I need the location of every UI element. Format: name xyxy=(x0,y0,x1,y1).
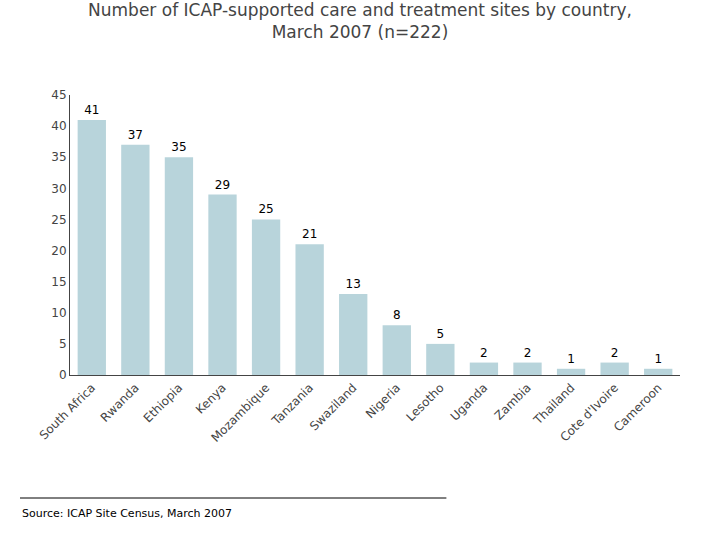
svg-text:1: 1 xyxy=(654,352,662,366)
svg-text:25: 25 xyxy=(258,202,273,216)
svg-text:40: 40 xyxy=(51,119,66,133)
svg-text:30: 30 xyxy=(51,182,66,196)
svg-text:37: 37 xyxy=(128,128,143,142)
svg-text:21: 21 xyxy=(302,227,317,241)
svg-text:Kenya: Kenya xyxy=(193,381,229,417)
svg-text:Thailand: Thailand xyxy=(530,381,577,428)
svg-text:South Africa: South Africa xyxy=(37,381,98,442)
svg-text:Swaziland: Swaziland xyxy=(307,381,360,434)
svg-text:Rwanda: Rwanda xyxy=(98,381,142,425)
svg-text:Nigeria: Nigeria xyxy=(363,381,403,421)
svg-text:2: 2 xyxy=(611,346,619,360)
svg-text:10: 10 xyxy=(51,306,66,320)
svg-text:2: 2 xyxy=(480,346,488,360)
svg-text:25: 25 xyxy=(51,213,66,227)
svg-text:Cote d'Ivoire: Cote d'Ivoire xyxy=(557,381,621,445)
svg-text:2: 2 xyxy=(524,346,532,360)
svg-text:45: 45 xyxy=(51,88,66,102)
svg-text:35: 35 xyxy=(51,150,66,164)
svg-text:Tanzania: Tanzania xyxy=(268,381,316,429)
svg-text:8: 8 xyxy=(393,308,401,322)
svg-text:35: 35 xyxy=(171,140,186,154)
svg-text:20: 20 xyxy=(51,244,66,258)
svg-text:Cameroon: Cameroon xyxy=(611,381,665,435)
svg-text:Zambia: Zambia xyxy=(492,381,534,423)
svg-text:15: 15 xyxy=(51,275,66,289)
svg-text:Source: ICAP Site Census, Marc: Source: ICAP Site Census, March 2007 xyxy=(22,507,232,520)
svg-text:13: 13 xyxy=(346,277,361,291)
svg-text:Mozambique: Mozambique xyxy=(208,381,272,445)
svg-text:1: 1 xyxy=(567,352,575,366)
svg-text:5: 5 xyxy=(59,337,67,351)
svg-text:Ethiopia: Ethiopia xyxy=(141,381,185,425)
svg-text:0: 0 xyxy=(59,368,67,382)
svg-text:Lesotho: Lesotho xyxy=(404,381,447,424)
svg-text:5: 5 xyxy=(437,327,445,341)
svg-text:29: 29 xyxy=(215,178,230,192)
svg-text:Number of ICAP-supported care: Number of ICAP-supported care and treatm… xyxy=(88,0,632,42)
svg-text:Uganda: Uganda xyxy=(448,381,491,424)
svg-text:41: 41 xyxy=(84,103,99,117)
